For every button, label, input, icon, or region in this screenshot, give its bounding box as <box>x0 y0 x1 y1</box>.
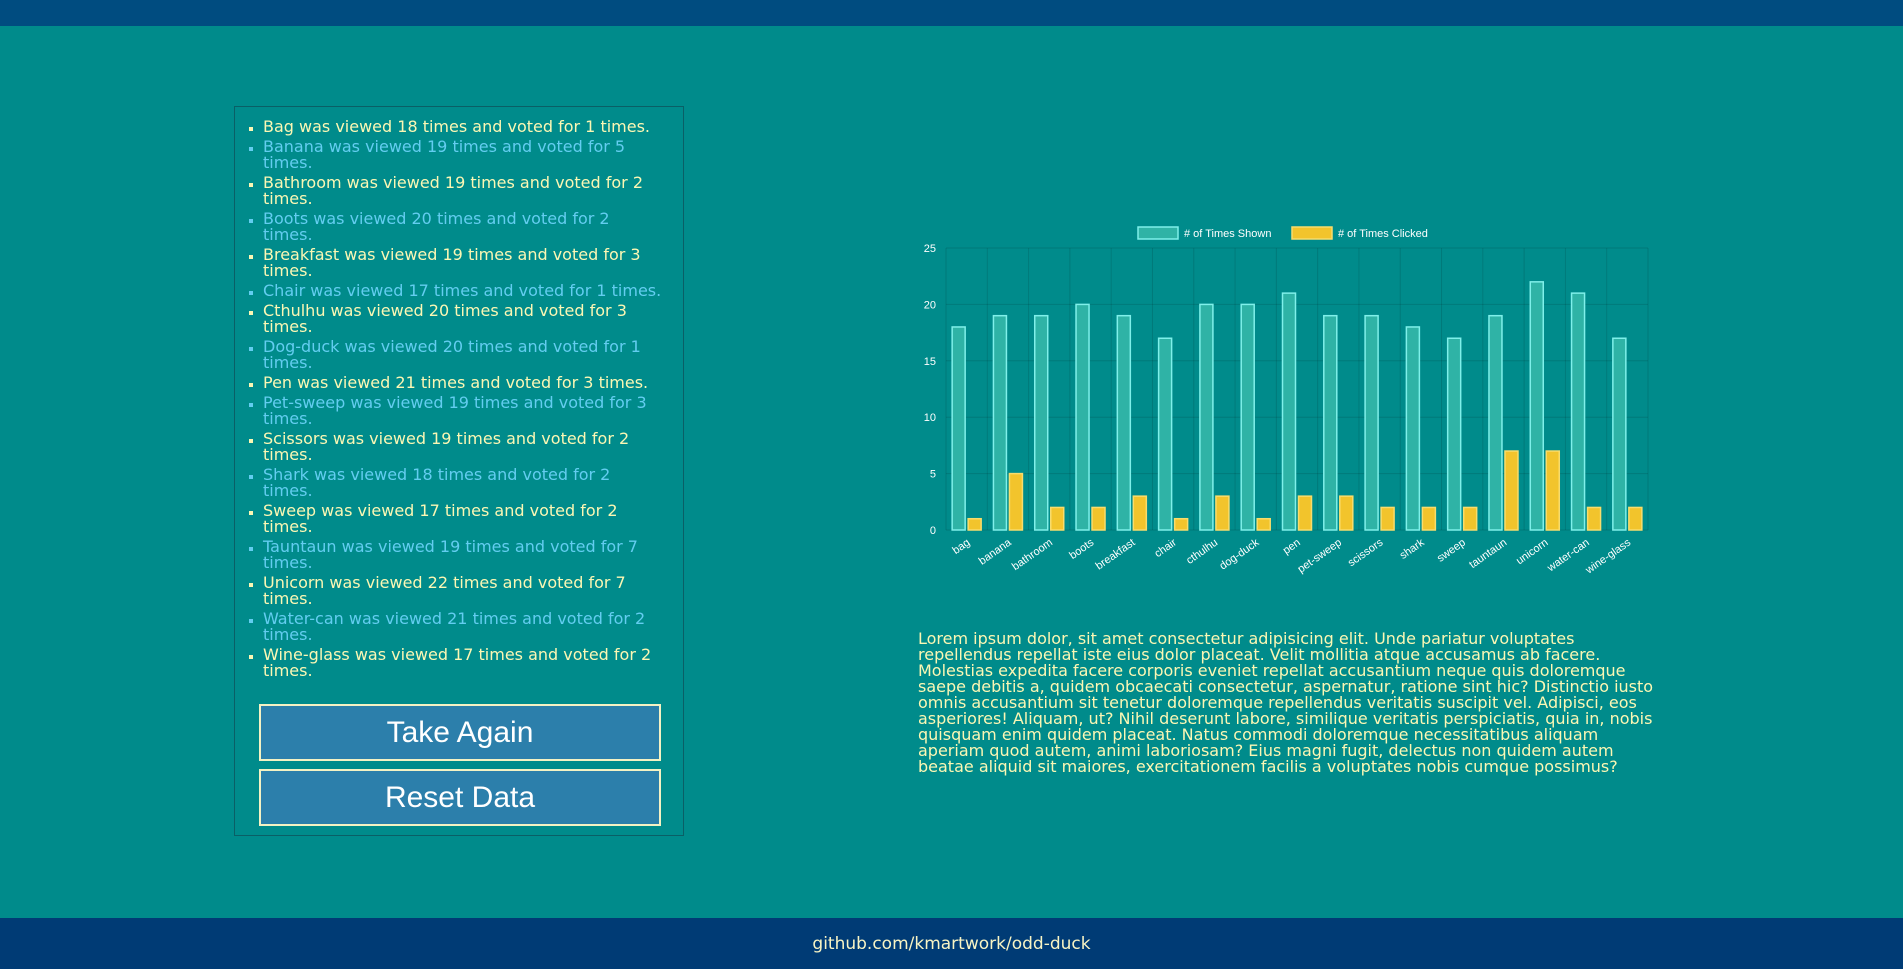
bar-times-shown <box>1240 303 1255 531</box>
result-item: Bag was viewed 18 times and voted for 1 … <box>263 119 663 135</box>
y-tick-label: 0 <box>930 525 936 537</box>
bar-times-clicked <box>1586 506 1602 531</box>
bar-times-clicked <box>1339 495 1354 531</box>
x-tick-label: dog-duck <box>1217 536 1261 572</box>
bar-times-clicked <box>967 517 982 531</box>
result-item: Tauntaun was viewed 19 times and voted f… <box>263 539 663 571</box>
bar-times-shown <box>1323 314 1338 531</box>
page-footer: github.com/kmartwork/odd-duck <box>0 918 1903 969</box>
result-item: Wine-glass was viewed 17 times and voted… <box>263 647 663 679</box>
bar-times-shown <box>1570 292 1586 531</box>
x-tick-label: cthulhu <box>1184 537 1220 567</box>
bar-times-clicked <box>1173 517 1189 531</box>
result-item: Chair was viewed 17 times and voted for … <box>263 283 663 299</box>
legend-swatch <box>1291 226 1333 240</box>
x-tick-label: scissors <box>1346 536 1386 569</box>
legend-swatch <box>1137 226 1179 240</box>
y-tick-label: 5 <box>930 469 936 481</box>
bar-times-clicked <box>1545 450 1561 531</box>
x-tick-label: sweep <box>1435 537 1468 565</box>
result-item: Pet-sweep was viewed 19 times and voted … <box>263 395 663 427</box>
bar-times-clicked <box>1462 506 1478 531</box>
bar-times-shown <box>1488 314 1503 531</box>
result-item: Bathroom was viewed 19 times and voted f… <box>263 175 663 207</box>
result-item: Cthulhu was viewed 20 times and voted fo… <box>263 303 663 335</box>
y-tick-label: 25 <box>924 243 936 255</box>
bar-times-shown <box>1075 303 1090 531</box>
x-tick-label: banana <box>977 536 1015 567</box>
x-tick-label: chair <box>1152 536 1179 560</box>
y-tick-label: 20 <box>924 299 936 311</box>
y-tick-label: 15 <box>924 356 936 368</box>
bar-times-shown <box>1364 314 1379 531</box>
legend-label: # of Times Clicked <box>1338 228 1428 240</box>
x-tick-label: breakfast <box>1094 537 1138 573</box>
result-item: Pen was viewed 21 times and voted for 3 … <box>263 375 663 391</box>
x-tick-label: pet-sweep <box>1296 537 1344 576</box>
x-tick-label: shark <box>1398 536 1427 562</box>
result-item: Banana was viewed 19 times and voted for… <box>263 139 663 171</box>
bar-times-shown <box>1116 314 1132 531</box>
bar-times-shown <box>1446 337 1462 531</box>
votes-bar-chart: 0 5 10 15 20 25 bag banana bathroom boots breakfas… <box>900 215 1660 595</box>
result-item: Sweep was viewed 17 times and voted for … <box>263 503 663 535</box>
bar-times-clicked <box>1628 506 1643 531</box>
x-tick-label: pen <box>1281 537 1303 557</box>
bar-times-shown <box>1199 303 1214 531</box>
result-item: Breakfast was viewed 19 times and voted … <box>263 247 663 279</box>
bar-times-clicked <box>1008 472 1024 531</box>
bar-times-shown <box>1157 337 1173 531</box>
bar-times-shown <box>951 326 966 531</box>
x-tick-label: wine-glass <box>1583 536 1634 576</box>
x-tick-label: tauntaun <box>1467 537 1509 571</box>
bar-times-clicked <box>1504 450 1519 531</box>
result-item: Boots was viewed 20 times and voted for … <box>263 211 663 243</box>
x-tick-label: bag <box>950 537 972 557</box>
bar-times-shown <box>1612 337 1627 531</box>
bar-times-shown <box>1033 314 1049 531</box>
bar-times-clicked <box>1380 506 1395 531</box>
x-tick-label: unicorn <box>1514 537 1550 568</box>
top-header-bar <box>0 0 1903 26</box>
bar-times-shown <box>1405 326 1421 531</box>
bar-times-clicked <box>1297 495 1313 531</box>
results-list: Bag was viewed 18 times and voted for 1 … <box>235 119 683 679</box>
result-item: Dog-duck was viewed 20 times and voted f… <box>263 339 663 371</box>
reset-data-button[interactable]: Reset Data <box>259 769 661 826</box>
bar-times-shown <box>992 314 1008 531</box>
bar-times-clicked <box>1215 495 1230 531</box>
bar-times-clicked <box>1256 517 1271 531</box>
result-item: Shark was viewed 18 times and voted for … <box>263 467 663 499</box>
bar-times-shown <box>1529 281 1545 531</box>
x-tick-label: bathroom <box>1010 537 1055 573</box>
description-text: Lorem ipsum dolor, sit amet consectetur … <box>918 629 1654 776</box>
bar-times-clicked <box>1049 506 1065 531</box>
take-again-button[interactable]: Take Again <box>259 704 661 761</box>
github-link[interactable]: github.com/kmartwork/odd-duck <box>812 933 1091 954</box>
x-tick-label: boots <box>1067 536 1096 562</box>
bar-times-clicked <box>1091 506 1106 531</box>
bar-times-shown <box>1281 292 1297 531</box>
legend-label: # of Times Shown <box>1184 228 1271 240</box>
result-item: Water-can was viewed 21 times and voted … <box>263 611 663 643</box>
results-panel: Bag was viewed 18 times and voted for 1 … <box>234 106 684 836</box>
y-tick-label: 10 <box>924 412 936 424</box>
result-item: Unicorn was viewed 22 times and voted fo… <box>263 575 663 607</box>
result-item: Scissors was viewed 19 times and voted f… <box>263 431 663 463</box>
bar-times-clicked <box>1421 506 1437 531</box>
bar-times-clicked <box>1132 495 1148 531</box>
